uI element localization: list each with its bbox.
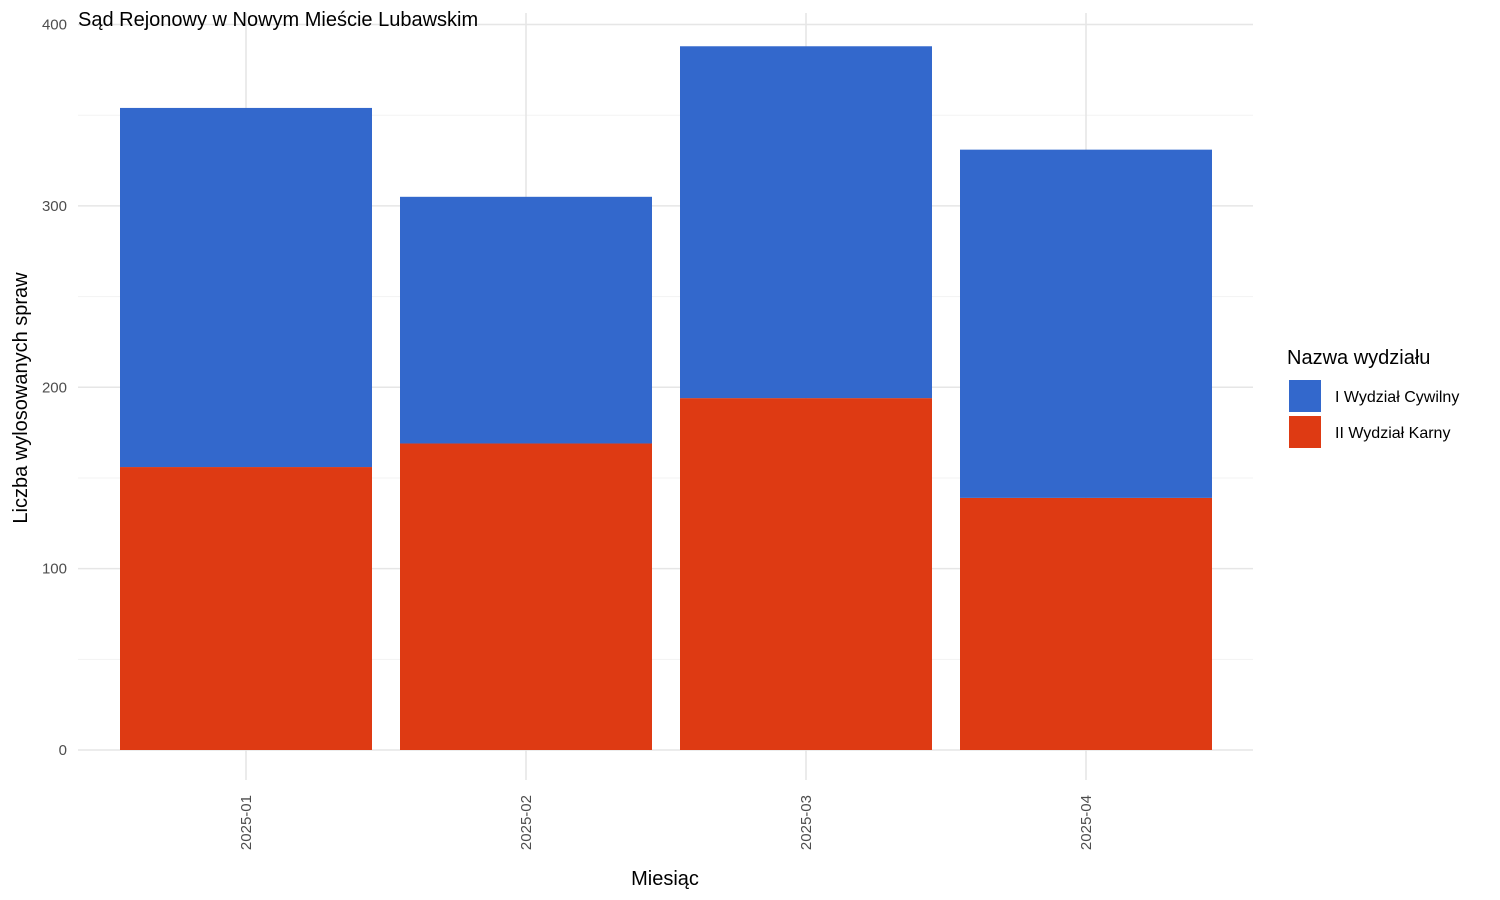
x-tick-label: 2025-03 <box>798 795 815 850</box>
bar-segment <box>960 149 1212 498</box>
bar-segment <box>120 467 372 750</box>
bars <box>120 46 1212 750</box>
y-tick-label: 100 <box>42 561 67 578</box>
legend-label: II Wydział Karny <box>1335 425 1450 442</box>
bar-segment <box>680 46 932 399</box>
x-axis-ticks: 2025-01 2025-02 2025-03 2025-04 <box>238 795 1095 850</box>
legend-title: Nazwa wydziału <box>1287 347 1430 369</box>
bar-segment <box>680 398 932 750</box>
legend-swatch <box>1289 416 1321 448</box>
bar-segment <box>400 443 652 750</box>
bar-segment <box>960 497 1212 750</box>
x-axis-title: Miesiąc <box>631 868 699 890</box>
y-tick-label: 400 <box>42 17 67 34</box>
chart-title: Sąd Rejonowy w Nowym Mieście Lubawskim <box>78 9 478 31</box>
bar-segment <box>120 107 372 468</box>
legend-label: I Wydział Cywilny <box>1335 389 1459 406</box>
legend: Nazwa wydziału I Wydział Cywilny II Wydzi… <box>1287 347 1459 448</box>
y-axis-title: Liczba wylosowanych spraw <box>10 272 32 524</box>
y-tick-label: 0 <box>59 742 67 759</box>
y-axis-ticks: 0 100 200 300 400 <box>42 17 67 760</box>
x-tick-label: 2025-02 <box>518 795 535 850</box>
bar-segment <box>400 196 652 444</box>
x-tick-label: 2025-01 <box>238 795 255 850</box>
x-tick-label: 2025-04 <box>1078 795 1095 850</box>
legend-items: I Wydział Cywilny II Wydział Karny <box>1289 380 1459 448</box>
y-tick-label: 300 <box>42 198 67 215</box>
y-tick-label: 200 <box>42 379 67 396</box>
legend-swatch <box>1289 380 1321 412</box>
